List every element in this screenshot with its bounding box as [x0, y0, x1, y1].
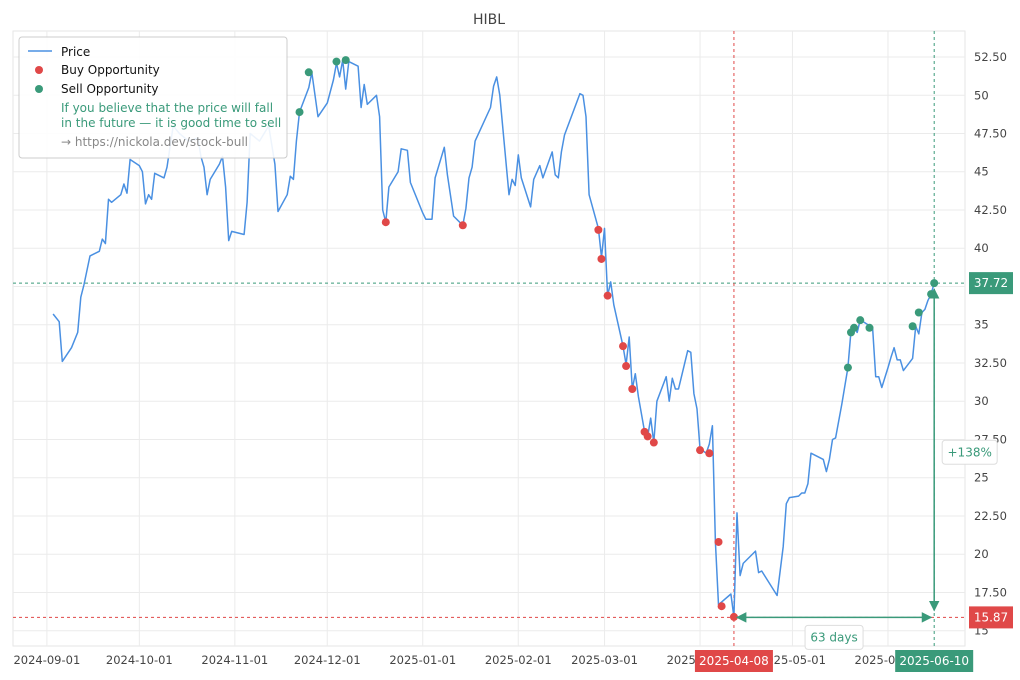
duration-label: 63 days	[810, 630, 857, 644]
y-tick-label: 35	[974, 318, 989, 332]
y-tick-label: 45	[974, 165, 989, 179]
sell-marker	[856, 316, 865, 325]
x-tick-label: 2024-10-01	[106, 653, 173, 667]
buy-marker	[458, 221, 467, 230]
gain-label: +138%	[948, 445, 992, 459]
sell-marker	[295, 108, 304, 117]
sell-marker	[865, 323, 874, 332]
buy-marker	[717, 602, 726, 611]
x-tick-label: 2024-12-01	[294, 653, 361, 667]
buy-marker	[714, 537, 723, 546]
legend-note-line2: in the future — it is good time to sell	[61, 116, 281, 130]
sell-date-badge-label: 2025-06-10	[899, 654, 969, 668]
sell-marker	[843, 363, 852, 372]
sell-marker	[850, 323, 859, 332]
y-tick-label: 22.50	[974, 509, 1007, 523]
sell-marker	[341, 56, 350, 65]
buy-marker	[597, 254, 606, 263]
gain-label-box	[941, 439, 998, 465]
y-tick-label: 20	[974, 547, 989, 561]
x-tick-label: 2024-09-01	[13, 653, 80, 667]
y-tick-label: 47.50	[974, 127, 1007, 141]
legend: Price Buy Opportunity Sell Opportunity I…	[18, 36, 288, 159]
legend-link[interactable]: → https://nickola.dev/stock-bull	[61, 135, 248, 149]
buy-price-badge	[969, 606, 1013, 629]
x-tick-label: 2025-03-01	[571, 653, 638, 667]
axes: 1517.502022.502527.503032.503537.504042.…	[13, 50, 1006, 667]
duration-label-box	[804, 624, 864, 650]
x-tick-label: 2024-11-01	[201, 653, 268, 667]
buy-date-badge-label: 2025-04-08	[699, 654, 769, 668]
buy-marker	[594, 225, 603, 234]
sell-marker	[304, 68, 313, 77]
x-tick-label: 2025-05-01	[759, 653, 826, 667]
buy-marker	[619, 342, 628, 351]
buy-marker	[729, 612, 738, 621]
x-tick-label: 2025-02-01	[485, 653, 552, 667]
legend-sell-swatch	[35, 85, 43, 93]
x-tick-label: 2025-01-01	[389, 653, 456, 667]
buy-marker	[643, 432, 652, 441]
chart-title: HIBL	[473, 12, 505, 28]
sell-price-badge	[969, 272, 1013, 295]
annotations: +138% 63 days 37.72 15.87 2025-04-08 2025-06-…	[694, 272, 1013, 672]
y-tick-label: 32.50	[974, 356, 1007, 370]
y-tick-label: 42.50	[974, 203, 1007, 217]
buy-marker	[381, 218, 390, 227]
buy-marker	[622, 362, 631, 371]
sell-date-badge	[895, 650, 974, 672]
series	[52, 56, 939, 621]
legend-note-line1: If you believe that the price will fall	[61, 101, 273, 115]
price-line	[52, 59, 935, 618]
plot-area	[12, 30, 966, 647]
y-tick-label: 50	[974, 88, 989, 102]
buy-price-badge-label: 15.87	[974, 610, 1008, 624]
buy-marker	[603, 291, 612, 300]
y-tick-label: 25	[974, 471, 989, 485]
buy-marker	[696, 446, 705, 455]
sell-marker	[914, 308, 923, 317]
buy-marker	[628, 384, 637, 393]
y-tick-label: 30	[974, 394, 989, 408]
legend-sell-label: Sell Opportunity	[61, 82, 159, 96]
sell-marker	[332, 57, 341, 66]
y-tick-label: 52.50	[974, 50, 1007, 64]
buy-marker	[649, 438, 658, 447]
buy-marker	[705, 449, 714, 458]
legend-box	[18, 36, 288, 159]
sell-marker	[930, 279, 939, 288]
y-tick-label: 40	[974, 241, 989, 255]
buy-date-badge	[694, 650, 773, 672]
legend-buy-label: Buy Opportunity	[61, 63, 160, 77]
legend-price-label: Price	[61, 45, 90, 59]
sell-marker	[908, 322, 917, 331]
legend-buy-swatch	[35, 66, 43, 74]
y-tick-label: 17.50	[974, 585, 1007, 599]
sell-price-badge-label: 37.72	[974, 276, 1008, 290]
